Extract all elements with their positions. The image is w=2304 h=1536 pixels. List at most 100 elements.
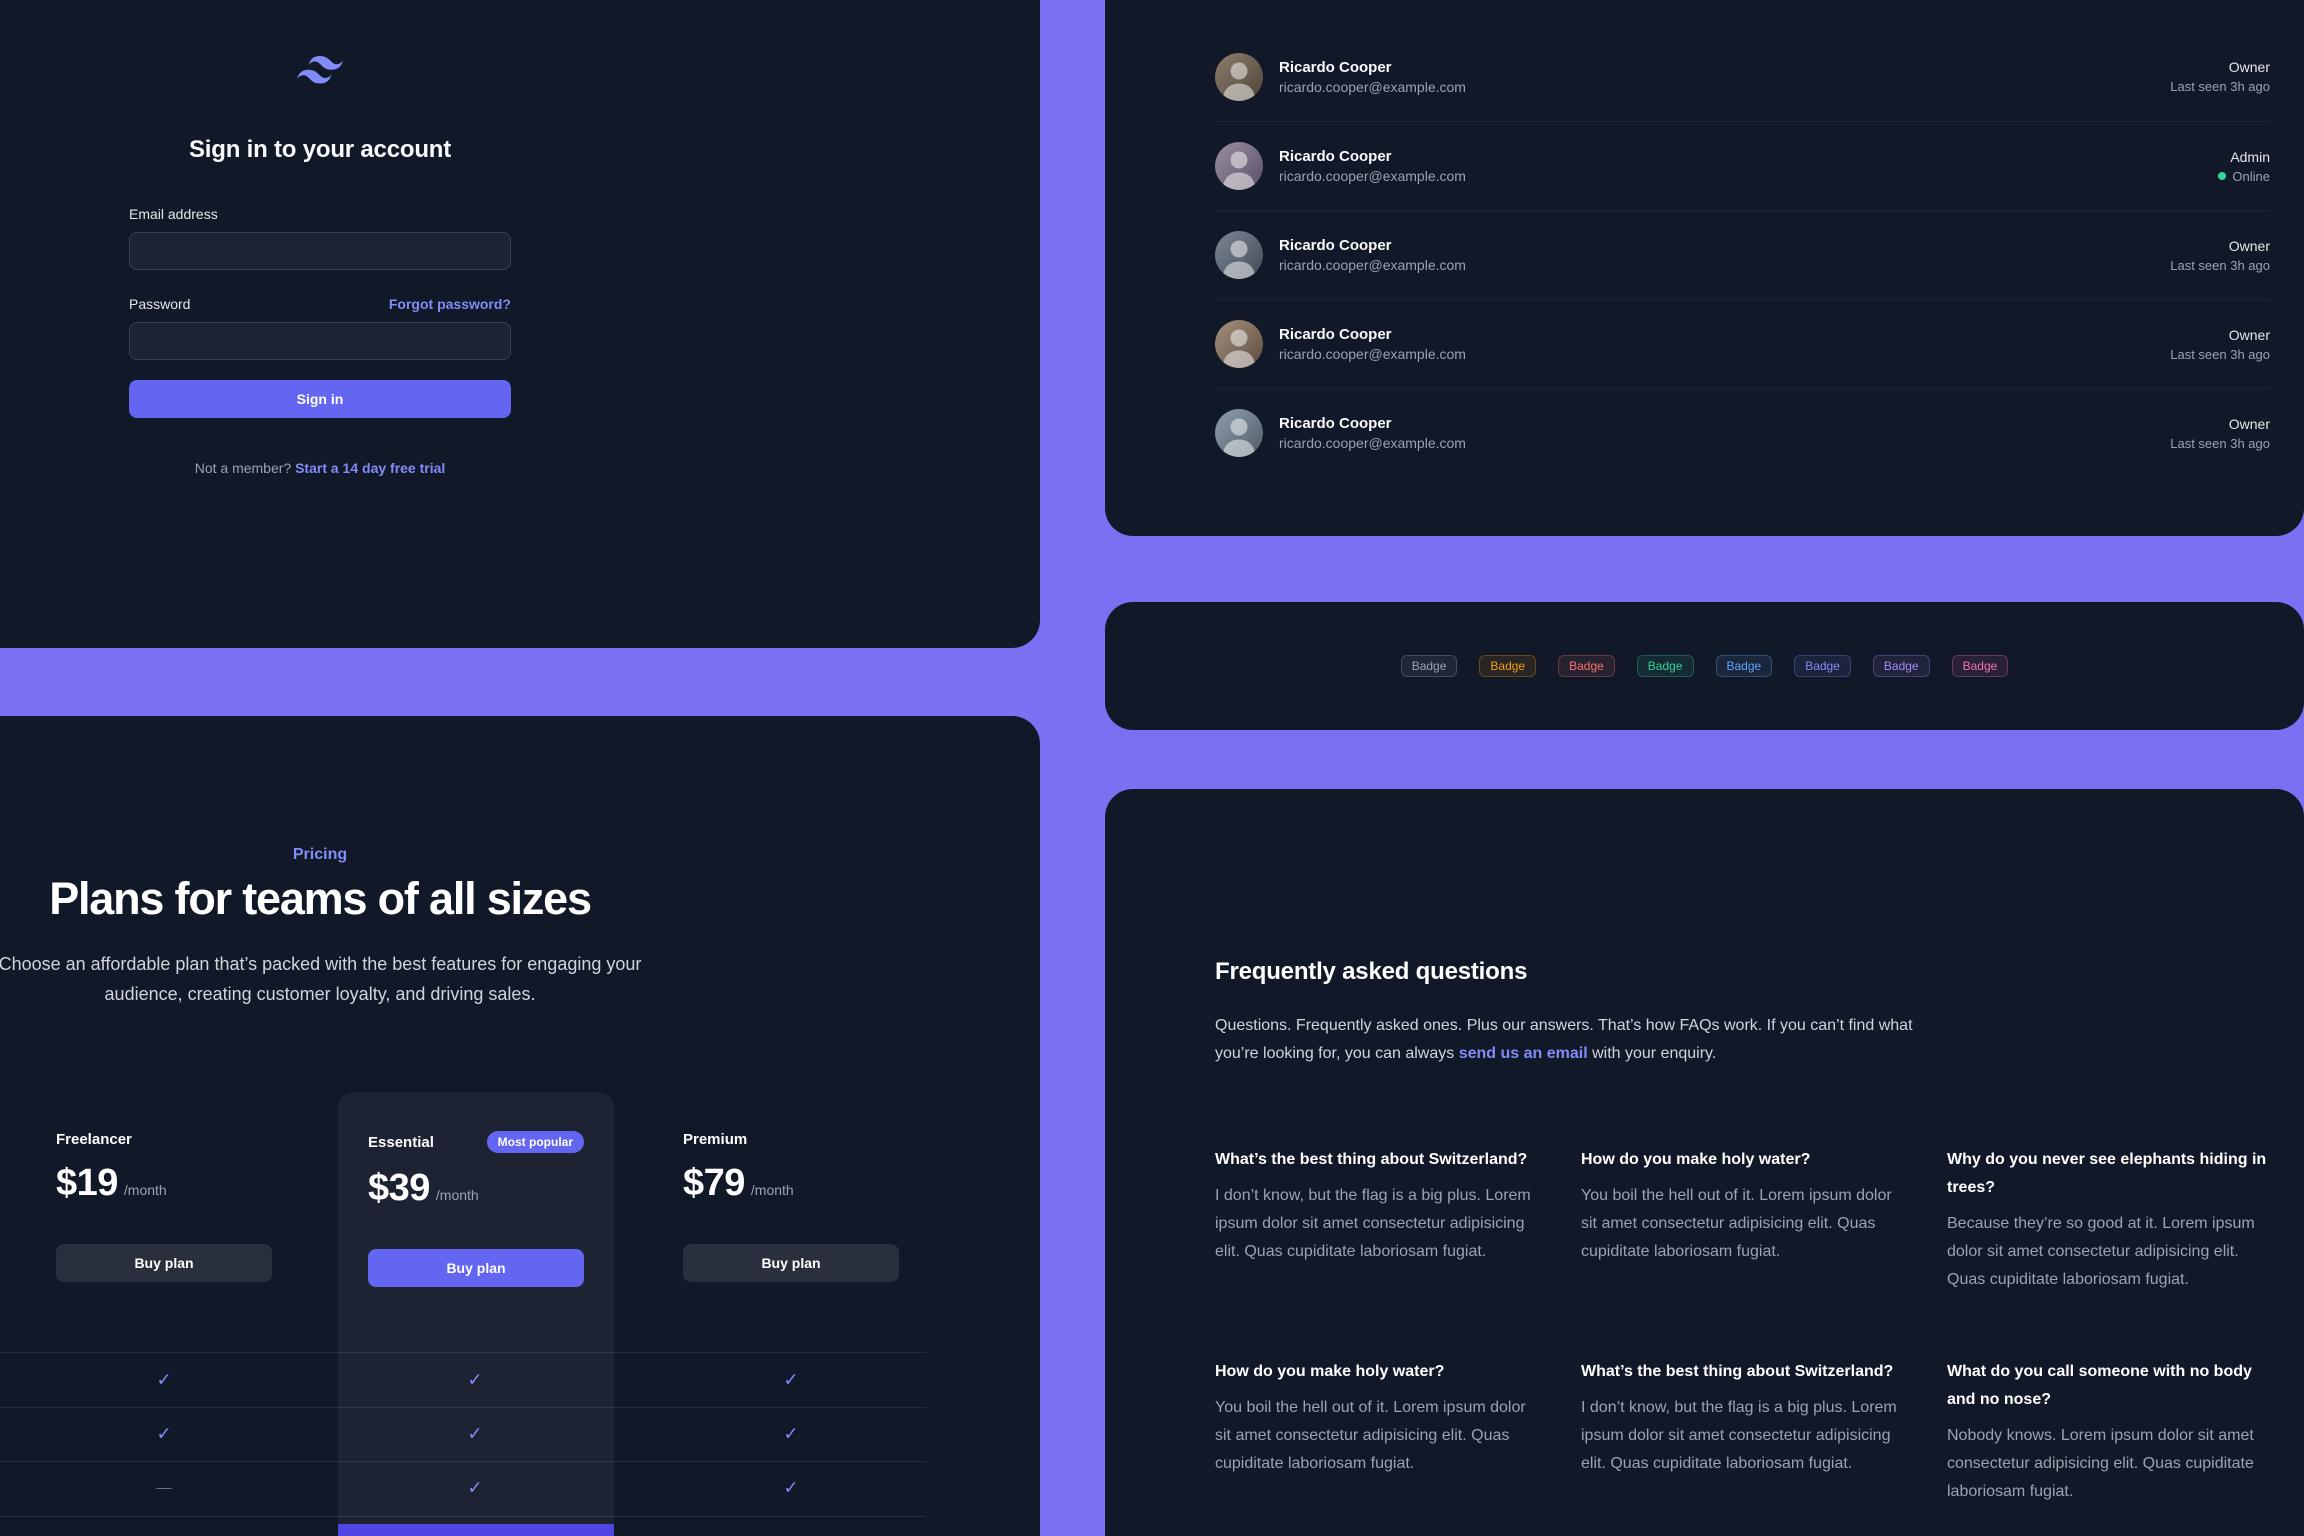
most-popular-badge: Most popular [486, 1131, 584, 1153]
member-name: Ricardo Cooper [1279, 415, 1392, 432]
badge-green: Badge [1636, 655, 1694, 677]
buy-plan-button-freelancer[interactable]: Buy plan [56, 1244, 272, 1282]
pricing-eyebrow: Pricing [292, 846, 348, 863]
member-email: ricardo.cooper@example.com [1279, 346, 1466, 362]
faq-intro-text: Questions. Frequently asked ones. Plus o… [1215, 1017, 1913, 1062]
avatar [1215, 320, 1263, 368]
member-meta: Ricardo Cooper ricardo.cooper@example.co… [1279, 59, 1466, 95]
member-name: Ricardo Cooper [1279, 58, 1392, 76]
faq-question: What do you call someone with no body an… [1947, 1363, 2252, 1408]
email-label: Email address [129, 206, 218, 222]
badge-gray: Badge [1400, 655, 1458, 677]
feature-check: ✓ [783, 1423, 799, 1444]
member-status: Last seen 3h ago [2170, 257, 2270, 273]
faq-intro-text: with your enquiry. [1592, 1045, 1717, 1062]
badge-indigo: Badge [1794, 655, 1851, 677]
buy-plan-button-essential[interactable]: Buy plan [368, 1249, 584, 1287]
person-icon [1223, 240, 1255, 279]
member-meta: Ricardo Cooper ricardo.cooper@example.co… [1279, 237, 1466, 273]
faq-answer: I don’t know, but the flag is a big plus… [1581, 1399, 1897, 1472]
member-meta: Ricardo Cooper ricardo.cooper@example.co… [1279, 326, 1466, 362]
feature-check: ✓ [467, 1477, 483, 1498]
feature-check: ✓ [156, 1369, 172, 1390]
member-side: Owner Last seen 3h ago [2170, 327, 2270, 362]
faq-grid: What’s the best thing about Switzerland?… [1215, 1146, 2266, 1506]
person-icon [1223, 329, 1255, 368]
signup-prompt-text: Not a member? [194, 460, 292, 476]
faq-answer: Nobody knows. Lorem ipsum dolor sit amet… [1947, 1427, 2254, 1500]
online-dot [2218, 172, 2227, 180]
signin-form: Email address Password Forgot password? … [129, 206, 511, 418]
feature-row-divider [0, 1352, 926, 1353]
member-name: Ricardo Cooper [1279, 237, 1392, 254]
member-meta: Ricardo Cooper ricardo.cooper@example.co… [1279, 148, 1466, 184]
feature-check: ✓ [467, 1423, 483, 1444]
buy-plan-button-premium[interactable]: Buy plan [683, 1244, 899, 1282]
team-row[interactable]: Ricardo Cooper ricardo.cooper@example.co… [1215, 32, 2270, 121]
free-trial-link[interactable]: Start a 14 day free trial [295, 460, 446, 476]
badge-pink: Badge [1951, 655, 2009, 677]
avatar [1215, 231, 1263, 279]
featured-tier-accent-strip [338, 1524, 614, 1536]
team-list: Ricardo Cooper ricardo.cooper@example.co… [1215, 0, 2270, 477]
faq-question: What’s the best thing about Switzerland? [1581, 1363, 1894, 1380]
tier-freelancer: Freelancer $19 /month Buy plan [56, 1131, 272, 1282]
tier-price: $79 /month [683, 1162, 899, 1205]
faq-item: How do you make holy water? You boil the… [1215, 1358, 1537, 1506]
member-status-text: Online [2232, 168, 2270, 184]
member-side: Owner Last seen 3h ago [2170, 416, 2270, 451]
avatar [1215, 142, 1263, 190]
faq-item: What do you call someone with no body an… [1947, 1358, 2269, 1506]
forgot-password-link[interactable]: Forgot password? [388, 296, 511, 312]
faq-question: How do you make holy water? [1215, 1363, 1445, 1380]
send-email-link[interactable]: send us an email [1458, 1045, 1588, 1062]
member-name: Ricardo Cooper [1279, 148, 1392, 165]
faq-item: Why do you never see elephants hiding in… [1947, 1146, 2269, 1294]
avatar [1215, 409, 1263, 457]
faq-item: What’s the best thing about Switzerland?… [1581, 1358, 1903, 1506]
member-role: Owner [2228, 59, 2270, 75]
badge-red: Badge [1558, 655, 1615, 677]
tier-price-amount: $79 [683, 1162, 745, 1204]
password-label-row: Password Forgot password? [129, 296, 511, 312]
member-meta: Ricardo Cooper ricardo.cooper@example.co… [1279, 415, 1466, 451]
member-email: ricardo.cooper@example.com [1279, 435, 1466, 451]
member-side: Admin Online [2218, 149, 2270, 184]
member-role: Owner [2228, 326, 2270, 343]
feature-check: ✓ [783, 1477, 799, 1498]
tier-price: $39 /month [368, 1167, 584, 1210]
tailwind-logo-icon [297, 56, 343, 84]
signin-title: Sign in to your account [188, 136, 452, 163]
tier-name-row: Essential Most popular [368, 1131, 584, 1153]
faq-answer: You boil the hell out of it. Lorem ipsum… [1581, 1187, 1892, 1260]
email-input[interactable] [129, 232, 511, 270]
badges-panel: Badge Badge Badge Badge Badge Badge Badg… [1105, 602, 2304, 730]
team-row[interactable]: Ricardo Cooper ricardo.cooper@example.co… [1215, 388, 2270, 477]
faq-question: Why do you never see elephants hiding in… [1947, 1151, 2267, 1196]
faq-answer: I don’t know, but the flag is a big plus… [1215, 1187, 1531, 1260]
person-icon [1223, 62, 1255, 101]
pricing-subtitle: Choose an affordable plan that’s packed … [0, 954, 642, 1004]
member-status: Last seen 3h ago [2170, 435, 2270, 451]
tier-essential: Essential Most popular $39 /month Buy pl… [368, 1131, 584, 1287]
tier-price-period: /month [435, 1187, 479, 1203]
signup-prompt: Not a member? Start a 14 day free trial [129, 460, 511, 476]
pricing-title: Plans for teams of all sizes [49, 873, 592, 924]
feature-check: ✓ [467, 1369, 483, 1390]
avatar [1215, 52, 1263, 101]
pricing-header: Pricing Plans for teams of all sizes Cho… [0, 846, 680, 1009]
team-row[interactable]: Ricardo Cooper ricardo.cooper@example.co… [1215, 121, 2270, 210]
team-row[interactable]: Ricardo Cooper ricardo.cooper@example.co… [1215, 299, 2270, 388]
password-input[interactable] [129, 322, 511, 360]
feature-row-divider [0, 1516, 926, 1517]
tier-price: $19 /month [56, 1162, 272, 1205]
team-row[interactable]: Ricardo Cooper ricardo.cooper@example.co… [1215, 210, 2270, 299]
signin-button[interactable]: Sign in [129, 380, 511, 418]
person-icon [1223, 418, 1255, 457]
tier-price-amount: $19 [56, 1162, 118, 1204]
feature-check: ✓ [783, 1369, 799, 1390]
faq-intro: Questions. Frequently asked ones. Plus o… [1215, 1012, 1915, 1068]
member-side: Owner Last seen 3h ago [2170, 238, 2270, 273]
member-email: ricardo.cooper@example.com [1279, 78, 1466, 95]
